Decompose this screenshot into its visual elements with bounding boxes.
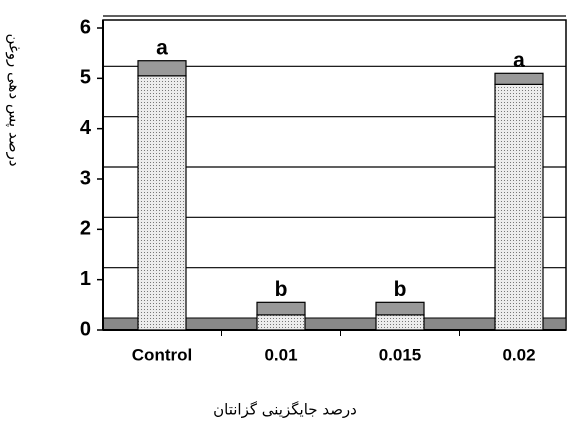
bar-segment [494, 72, 544, 85]
x-tick-label: 0.02 [502, 345, 535, 364]
annotation: a [156, 36, 168, 59]
y-tick-label: 6 [80, 16, 91, 38]
bar-segment [256, 301, 306, 316]
annotation: a [513, 49, 525, 72]
annotation: b [394, 278, 407, 301]
bar-segment [494, 83, 544, 331]
y-tick-label: 1 [80, 268, 91, 290]
x-tick-label: Control [132, 345, 192, 364]
bar-segment [137, 75, 187, 331]
y-tick-label: 3 [80, 167, 91, 189]
bar-segment [137, 60, 187, 77]
bar-segment [256, 314, 306, 331]
y-axis-label: درصد پس دهی روغن [5, 34, 24, 167]
y-tick-label: 5 [80, 67, 91, 89]
annotation: b [275, 278, 288, 301]
y-tick-label: 4 [80, 117, 92, 139]
x-axis-label: درصد جایگزینی گزانتان [213, 401, 357, 419]
x-tick-label: 0.01 [264, 345, 297, 364]
y-tick-label: 0 [80, 318, 91, 340]
x-tick-label: 0.015 [379, 345, 422, 364]
bar-segment [375, 314, 425, 331]
bar-segment [375, 301, 425, 316]
y-tick-label: 2 [80, 218, 91, 240]
